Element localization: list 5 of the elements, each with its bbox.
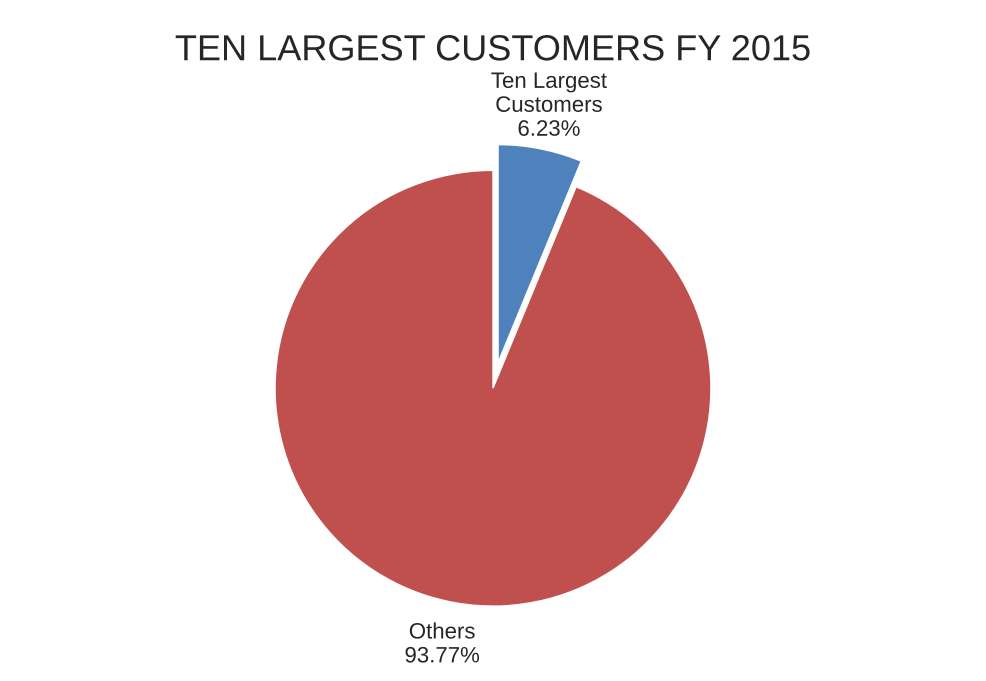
slice-label: Ten Largest Customers [491, 72, 607, 112]
slice-label: Others [410, 622, 475, 639]
data-label: 93.77% [406, 646, 480, 663]
chart-title: TEN LARGEST CUSTOMERS FY 2015 [176, 35, 810, 61]
data-label: 6.23% [518, 120, 580, 136]
